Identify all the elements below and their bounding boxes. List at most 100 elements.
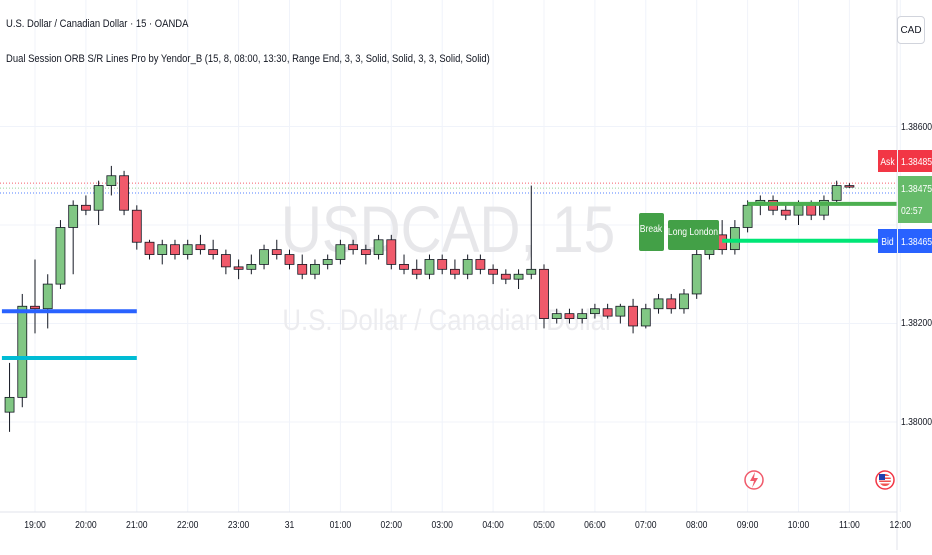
candle[interactable]	[450, 259, 460, 280]
candle[interactable]	[424, 254, 435, 280]
candle[interactable]	[220, 249, 231, 275]
lightning-event-icon[interactable]	[744, 470, 764, 490]
candle[interactable]	[590, 303, 600, 319]
candle[interactable]	[119, 170, 129, 216]
candle[interactable]	[284, 249, 295, 270]
candle[interactable]	[93, 180, 104, 225]
candle[interactable]	[844, 183, 855, 189]
candle[interactable]	[411, 259, 422, 280]
candle[interactable]	[628, 298, 638, 334]
candle[interactable]	[360, 244, 371, 265]
candle[interactable]	[259, 244, 269, 270]
candle-body	[653, 298, 664, 310]
price-tick: 1.38200	[901, 317, 932, 328]
candle[interactable]	[208, 239, 219, 260]
candle[interactable]	[500, 269, 511, 285]
candle[interactable]	[55, 220, 66, 290]
candle-body	[42, 283, 53, 310]
candle[interactable]	[602, 303, 613, 319]
candle[interactable]	[780, 205, 791, 221]
price-axis[interactable]: 1.38600 1.38200 1.38000	[901, 121, 932, 427]
candle[interactable]	[653, 293, 664, 314]
time-tick: 11:00	[839, 519, 860, 530]
candle[interactable]	[106, 165, 117, 196]
us-flag-event-icon[interactable]	[875, 470, 895, 490]
candle-body	[284, 254, 295, 265]
time-tick: 05:00	[533, 519, 554, 530]
candle-body	[577, 313, 588, 319]
candle[interactable]	[42, 274, 53, 329]
orb-levels[interactable]	[1, 201, 897, 360]
candle[interactable]	[233, 259, 244, 280]
long-london-label: Long London	[668, 220, 719, 250]
candle[interactable]	[526, 185, 537, 280]
candle[interactable]	[488, 264, 499, 285]
candle[interactable]	[4, 362, 15, 432]
candle[interactable]	[513, 269, 524, 290]
candle-body	[513, 273, 524, 280]
candle[interactable]	[551, 308, 562, 324]
candle[interactable]	[335, 239, 346, 265]
candle[interactable]	[615, 303, 626, 324]
candle-body	[500, 273, 511, 280]
candle[interactable]	[182, 239, 193, 260]
candle[interactable]	[564, 308, 575, 324]
candle[interactable]	[271, 239, 282, 260]
symbol-title[interactable]: U.S. Dollar / Canadian Dollar · 15 · OAN…	[6, 18, 189, 30]
candle[interactable]	[819, 195, 829, 221]
candle-body	[348, 244, 359, 251]
time-tick: 22:00	[177, 519, 198, 530]
candle[interactable]	[475, 254, 486, 275]
currency-button[interactable]: CAD	[897, 16, 925, 44]
candle-body	[322, 259, 333, 265]
candle[interactable]	[386, 234, 397, 270]
indicator-legend[interactable]: Dual Session ORB S/R Lines Pro by Yendor…	[6, 53, 490, 65]
candle[interactable]	[679, 289, 689, 314]
candle[interactable]	[170, 239, 180, 260]
candle[interactable]	[729, 220, 740, 255]
candle[interactable]	[373, 234, 384, 260]
time-axis[interactable]: 19:00 20:00 21:00 22:00 23:00 31 01:00 02:00 03:…	[24, 519, 911, 530]
candle[interactable]	[577, 308, 588, 324]
candle[interactable]	[246, 254, 257, 275]
candle-body	[450, 268, 460, 275]
candle[interactable]	[297, 254, 308, 280]
candle-body	[246, 263, 257, 270]
candle-body	[170, 244, 180, 255]
candle[interactable]	[195, 234, 206, 255]
time-tick: 03:00	[431, 519, 452, 530]
candle[interactable]	[462, 254, 473, 280]
candle[interactable]	[131, 205, 142, 250]
candle-body	[590, 308, 600, 315]
candle-body	[106, 175, 117, 186]
candle[interactable]	[157, 239, 168, 265]
candle[interactable]	[322, 254, 333, 270]
candle-body	[793, 204, 804, 216]
candle-body	[335, 244, 346, 260]
candle-body	[55, 227, 66, 285]
candle[interactable]	[539, 264, 549, 329]
candle[interactable]	[81, 195, 91, 216]
candle-body	[666, 298, 677, 310]
candle-body	[564, 313, 575, 319]
candle-body	[628, 305, 638, 327]
candle[interactable]	[831, 180, 842, 206]
candle[interactable]	[640, 303, 651, 329]
candle-body	[844, 185, 855, 188]
time-tick: 07:00	[635, 519, 656, 530]
candle[interactable]	[30, 259, 40, 334]
candle[interactable]	[310, 259, 320, 280]
candle[interactable]	[348, 239, 359, 255]
candle[interactable]	[691, 249, 702, 299]
candle[interactable]	[68, 200, 79, 275]
candle-body	[208, 249, 219, 255]
candle[interactable]	[399, 254, 409, 275]
candle[interactable]	[437, 254, 448, 275]
last-price-value: 1.38475	[901, 183, 932, 194]
candle[interactable]	[666, 293, 677, 314]
candle[interactable]	[144, 239, 155, 260]
time-tick: 02:00	[381, 519, 402, 530]
